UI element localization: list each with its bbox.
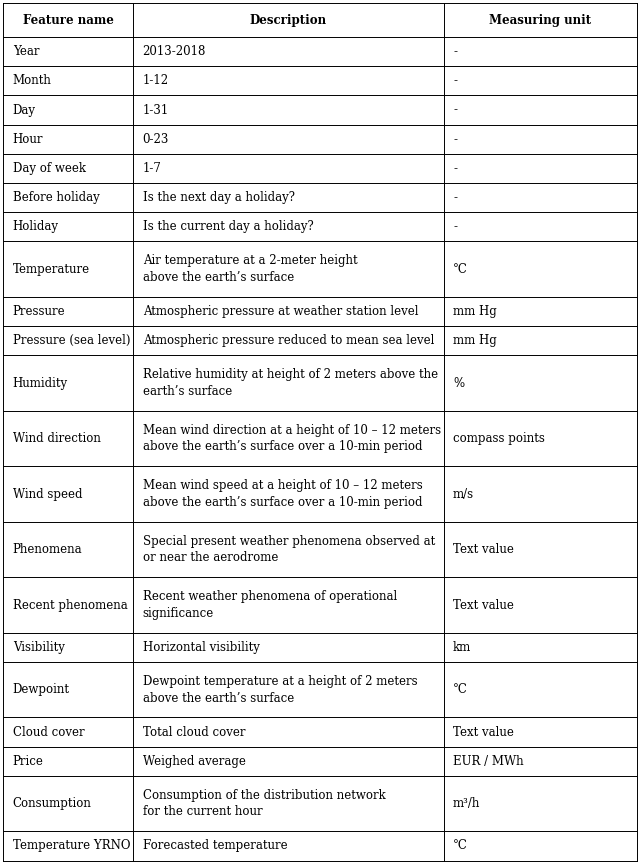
Text: Relative humidity at height of 2 meters above the: Relative humidity at height of 2 meters … xyxy=(143,368,438,381)
Text: above the earth’s surface: above the earth’s surface xyxy=(143,271,294,284)
Text: -: - xyxy=(453,162,457,175)
Text: km: km xyxy=(453,641,471,654)
Text: above the earth’s surface over a 10-min period: above the earth’s surface over a 10-min … xyxy=(143,441,422,454)
Text: Wind direction: Wind direction xyxy=(13,432,100,445)
Text: %: % xyxy=(453,377,464,390)
Text: Description: Description xyxy=(250,14,327,27)
Text: for the current hour: for the current hour xyxy=(143,805,262,818)
Text: Is the next day a holiday?: Is the next day a holiday? xyxy=(143,191,294,204)
Text: Total cloud cover: Total cloud cover xyxy=(143,726,245,739)
Text: Year: Year xyxy=(13,45,39,58)
Text: 1-7: 1-7 xyxy=(143,162,161,175)
Text: above the earth’s surface over a 10-min period: above the earth’s surface over a 10-min … xyxy=(143,496,422,509)
Text: Weighed average: Weighed average xyxy=(143,755,246,768)
Text: 0-23: 0-23 xyxy=(143,133,169,146)
Text: 2013-2018: 2013-2018 xyxy=(143,45,206,58)
Text: Price: Price xyxy=(13,755,44,768)
Text: Horizontal visibility: Horizontal visibility xyxy=(143,641,259,654)
Text: °C: °C xyxy=(453,263,468,276)
Text: Before holiday: Before holiday xyxy=(13,191,99,204)
Text: Phenomena: Phenomena xyxy=(13,543,83,556)
Text: Recent phenomena: Recent phenomena xyxy=(13,599,127,612)
Text: Text value: Text value xyxy=(453,726,514,739)
Text: compass points: compass points xyxy=(453,432,545,445)
Text: Measuring unit: Measuring unit xyxy=(489,14,591,27)
Text: Consumption: Consumption xyxy=(13,797,92,810)
Text: above the earth’s surface: above the earth’s surface xyxy=(143,691,294,704)
Text: m³/h: m³/h xyxy=(453,797,481,810)
Text: -: - xyxy=(453,220,457,233)
Text: Day of week: Day of week xyxy=(13,162,86,175)
Text: Is the current day a holiday?: Is the current day a holiday? xyxy=(143,220,314,233)
Text: Wind speed: Wind speed xyxy=(13,487,82,500)
Text: Holiday: Holiday xyxy=(13,220,59,233)
Text: significance: significance xyxy=(143,607,214,619)
Text: Consumption of the distribution network: Consumption of the distribution network xyxy=(143,789,385,802)
Text: m/s: m/s xyxy=(453,487,474,500)
Text: mm Hg: mm Hg xyxy=(453,334,497,347)
Text: -: - xyxy=(453,104,457,117)
Text: Dewpoint temperature at a height of 2 meters: Dewpoint temperature at a height of 2 me… xyxy=(143,675,417,688)
Text: Month: Month xyxy=(13,74,52,87)
Text: Atmospheric pressure reduced to mean sea level: Atmospheric pressure reduced to mean sea… xyxy=(143,334,434,347)
Text: 1-31: 1-31 xyxy=(143,104,169,117)
Text: Atmospheric pressure at weather station level: Atmospheric pressure at weather station … xyxy=(143,305,418,318)
Text: Temperature YRNO: Temperature YRNO xyxy=(13,840,130,853)
Text: Humidity: Humidity xyxy=(13,377,68,390)
Text: Hour: Hour xyxy=(13,133,44,146)
Text: Forecasted temperature: Forecasted temperature xyxy=(143,840,287,853)
Text: Day: Day xyxy=(13,104,36,117)
Text: -: - xyxy=(453,45,457,58)
Text: Temperature: Temperature xyxy=(13,263,90,276)
Text: Pressure (sea level): Pressure (sea level) xyxy=(13,334,130,347)
Text: 1-12: 1-12 xyxy=(143,74,169,87)
Text: or near the aerodrome: or near the aerodrome xyxy=(143,551,278,564)
Text: Pressure: Pressure xyxy=(13,305,65,318)
Text: Feature name: Feature name xyxy=(22,14,113,27)
Text: °C: °C xyxy=(453,840,468,853)
Text: Cloud cover: Cloud cover xyxy=(13,726,84,739)
Text: mm Hg: mm Hg xyxy=(453,305,497,318)
Text: Text value: Text value xyxy=(453,543,514,556)
Text: Visibility: Visibility xyxy=(13,641,65,654)
Text: Recent weather phenomena of operational: Recent weather phenomena of operational xyxy=(143,590,397,603)
Text: Mean wind speed at a height of 10 – 12 meters: Mean wind speed at a height of 10 – 12 m… xyxy=(143,480,422,492)
Text: -: - xyxy=(453,191,457,204)
Text: Mean wind direction at a height of 10 – 12 meters: Mean wind direction at a height of 10 – … xyxy=(143,423,441,436)
Text: Air temperature at a 2-meter height: Air temperature at a 2-meter height xyxy=(143,254,357,267)
Text: -: - xyxy=(453,133,457,146)
Text: Dewpoint: Dewpoint xyxy=(13,683,70,696)
Text: EUR / MWh: EUR / MWh xyxy=(453,755,524,768)
Text: °C: °C xyxy=(453,683,468,696)
Text: Special present weather phenomena observed at: Special present weather phenomena observ… xyxy=(143,535,435,548)
Text: earth’s surface: earth’s surface xyxy=(143,384,232,398)
Text: -: - xyxy=(453,74,457,87)
Text: Text value: Text value xyxy=(453,599,514,612)
